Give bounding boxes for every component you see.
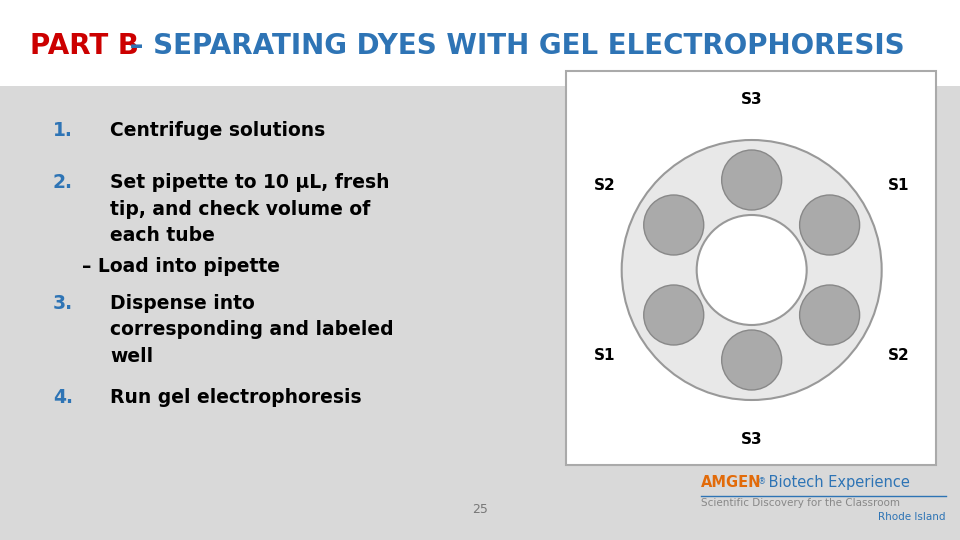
Text: S1: S1 [593,348,615,362]
Text: Rhode Island: Rhode Island [878,511,946,522]
Text: PART B: PART B [30,32,139,60]
Text: Centrifuge solutions: Centrifuge solutions [110,122,325,140]
Text: 1.: 1. [53,122,73,140]
Text: – SEPARATING DYES WITH GEL ELECTROPHORESIS: – SEPARATING DYES WITH GEL ELECTROPHORES… [120,32,904,60]
Circle shape [644,285,704,345]
Bar [0,0,960,86]
Text: well: well [110,347,154,366]
Text: S3: S3 [741,433,762,448]
Circle shape [697,215,806,325]
Text: S2: S2 [593,178,615,192]
Bar [566,71,936,465]
Text: S2: S2 [888,348,910,362]
Text: each tube: each tube [110,226,215,245]
Circle shape [622,140,881,400]
Circle shape [644,195,704,255]
Text: AMGEN: AMGEN [701,475,761,490]
Text: Scientific Discovery for the Classroom: Scientific Discovery for the Classroom [701,497,900,508]
Text: Dispense into: Dispense into [110,294,255,313]
Text: Biotech Experience: Biotech Experience [764,475,910,490]
Text: 4.: 4. [53,388,73,407]
Text: corresponding and labeled: corresponding and labeled [110,320,394,339]
Text: S1: S1 [888,178,910,192]
Circle shape [800,195,859,255]
Circle shape [800,285,859,345]
Circle shape [722,150,781,210]
Text: Set pipette to 10 μL, fresh: Set pipette to 10 μL, fresh [110,173,390,192]
Text: tip, and check volume of: tip, and check volume of [110,200,371,219]
Text: ®: ® [757,477,766,487]
Text: Run gel electrophoresis: Run gel electrophoresis [110,388,362,407]
Text: S3: S3 [741,92,762,107]
Circle shape [722,330,781,390]
Text: 3.: 3. [53,294,73,313]
Text: 2.: 2. [53,173,73,192]
Text: 25: 25 [472,503,488,516]
Text: – Load into pipette: – Load into pipette [82,256,279,275]
